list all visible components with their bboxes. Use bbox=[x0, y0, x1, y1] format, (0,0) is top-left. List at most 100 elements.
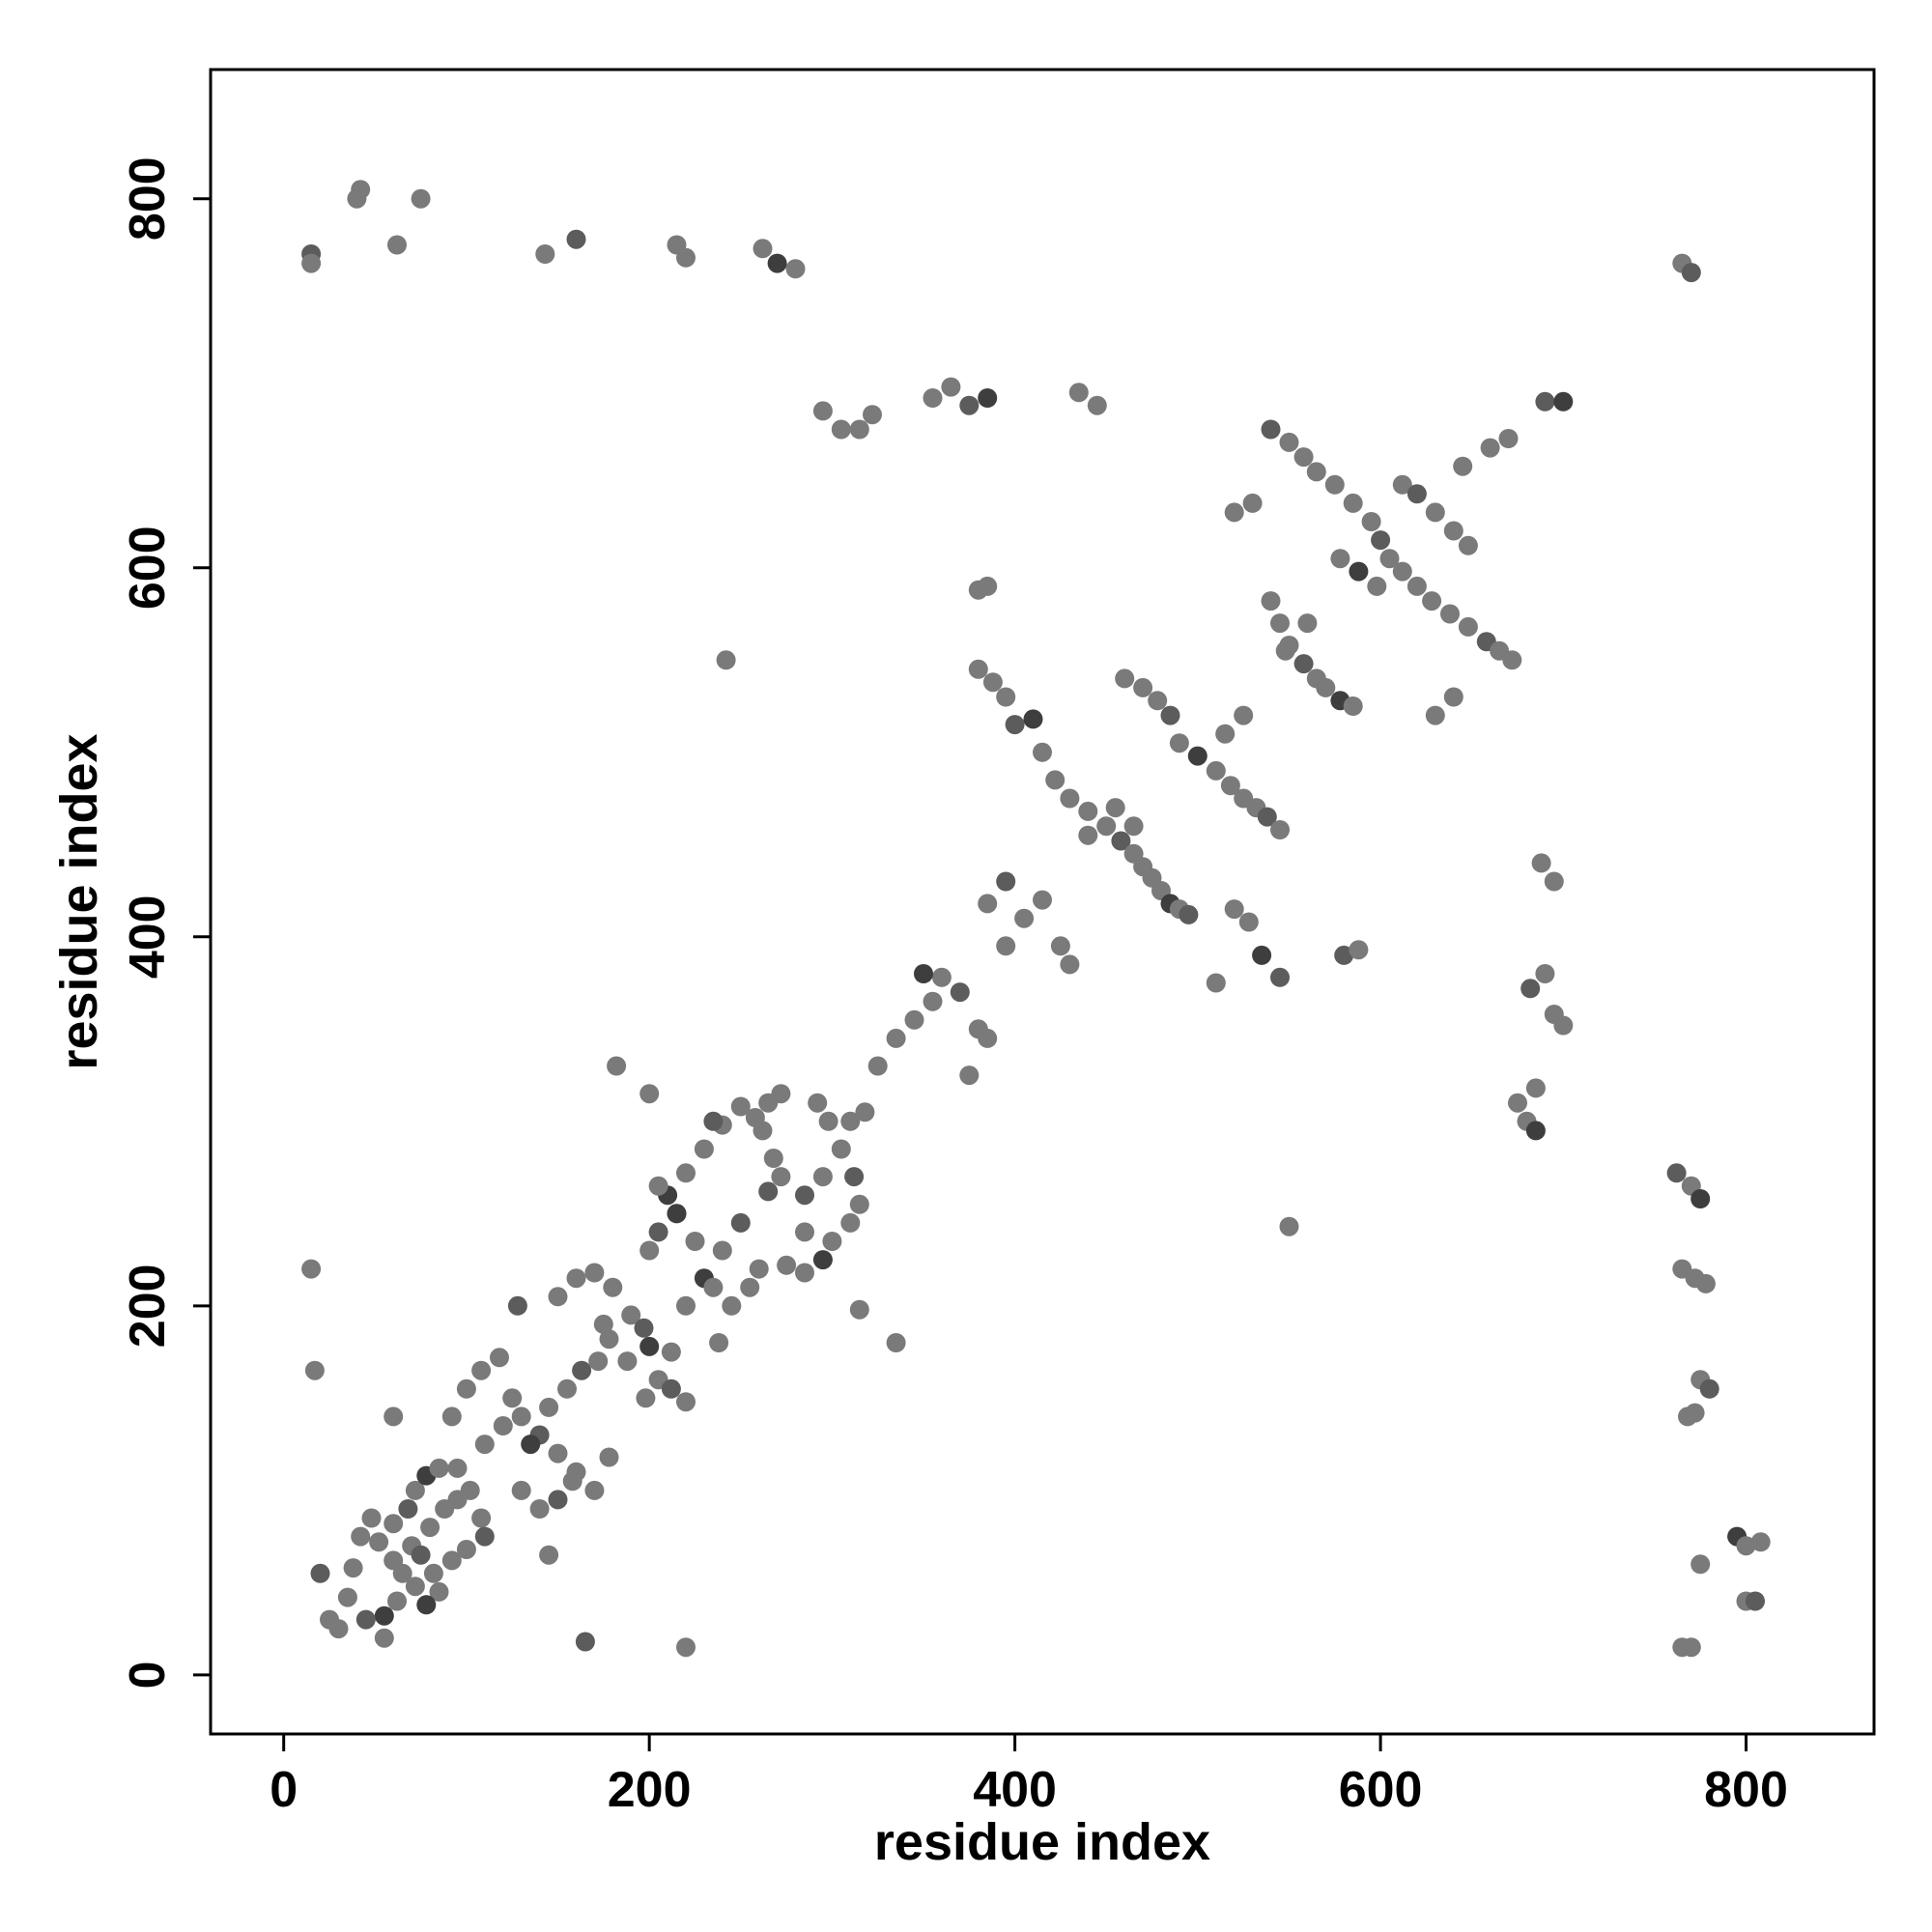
data-point bbox=[634, 1318, 654, 1338]
data-point bbox=[1078, 825, 1098, 845]
data-point bbox=[1425, 502, 1445, 523]
data-point bbox=[1234, 705, 1254, 725]
data-point bbox=[1270, 967, 1290, 987]
data-point bbox=[648, 1222, 668, 1242]
data-point bbox=[1736, 1536, 1756, 1556]
data-point bbox=[1690, 1189, 1711, 1208]
data-point bbox=[1275, 640, 1295, 661]
data-point bbox=[337, 1587, 357, 1607]
data-point bbox=[1458, 616, 1478, 637]
data-point bbox=[812, 401, 833, 421]
data-point bbox=[1133, 677, 1153, 697]
data-point bbox=[1425, 705, 1445, 725]
data-point bbox=[959, 1065, 980, 1086]
data-point bbox=[447, 1490, 468, 1510]
data-point bbox=[771, 1167, 791, 1187]
data-point bbox=[886, 1028, 906, 1048]
data-point bbox=[423, 1563, 443, 1583]
data-point bbox=[730, 1212, 751, 1233]
data-point bbox=[777, 1255, 797, 1275]
data-point bbox=[1525, 1121, 1546, 1141]
data-point bbox=[863, 405, 882, 425]
data-point bbox=[441, 1550, 462, 1571]
data-point bbox=[1553, 1015, 1574, 1036]
data-point bbox=[1257, 807, 1277, 827]
data-point bbox=[1750, 1532, 1771, 1552]
data-point bbox=[416, 1595, 437, 1615]
data-point bbox=[566, 229, 586, 249]
data-point bbox=[1508, 1093, 1527, 1113]
data-point bbox=[384, 1514, 404, 1534]
data-point bbox=[844, 1167, 865, 1187]
data-point bbox=[1343, 696, 1363, 716]
data-point bbox=[548, 1490, 568, 1510]
data-point bbox=[1392, 561, 1412, 582]
plot-frame bbox=[209, 68, 1876, 1736]
data-point bbox=[1279, 432, 1299, 452]
data-point bbox=[968, 659, 988, 679]
y-tick-label: 200 bbox=[120, 1264, 176, 1348]
data-point bbox=[740, 1277, 760, 1297]
data-point bbox=[950, 982, 970, 1003]
data-point bbox=[840, 1111, 861, 1131]
data-point bbox=[1224, 502, 1244, 523]
data-point bbox=[471, 1360, 492, 1380]
data-point bbox=[1502, 650, 1522, 670]
data-point bbox=[1238, 912, 1259, 932]
data-point bbox=[914, 964, 933, 983]
data-point bbox=[301, 1259, 322, 1279]
data-point bbox=[539, 1397, 559, 1417]
data-point bbox=[1699, 1378, 1719, 1399]
data-point bbox=[493, 1416, 513, 1435]
data-point bbox=[355, 1609, 376, 1630]
data-point bbox=[694, 1139, 714, 1159]
data-point bbox=[1343, 493, 1363, 513]
data-point bbox=[603, 1277, 623, 1297]
data-point bbox=[1458, 535, 1478, 555]
data-point bbox=[320, 1609, 339, 1630]
data-point bbox=[1078, 801, 1098, 821]
data-point bbox=[347, 188, 367, 209]
data-point bbox=[557, 1378, 577, 1399]
y-tick-label: 400 bbox=[120, 895, 176, 979]
data-point bbox=[420, 1518, 440, 1538]
data-point bbox=[676, 1392, 696, 1412]
x-tick-label: 200 bbox=[608, 1762, 692, 1818]
data-point bbox=[1535, 964, 1555, 983]
data-point bbox=[1681, 1637, 1701, 1658]
x-tick-label: 800 bbox=[1704, 1762, 1788, 1818]
data-point bbox=[771, 1084, 791, 1104]
data-point bbox=[1242, 493, 1263, 513]
data-point bbox=[471, 1508, 492, 1528]
data-point bbox=[1123, 816, 1144, 837]
data-point bbox=[1520, 979, 1541, 999]
data-point bbox=[374, 1628, 394, 1648]
x-tick-label: 400 bbox=[973, 1762, 1057, 1818]
data-point bbox=[392, 1563, 412, 1583]
data-point bbox=[584, 1263, 605, 1283]
data-point bbox=[304, 1360, 325, 1380]
data-point bbox=[1498, 429, 1519, 448]
data-point bbox=[709, 1333, 729, 1352]
data-point bbox=[676, 1163, 696, 1183]
data-point bbox=[521, 1435, 541, 1455]
data-point bbox=[429, 1458, 449, 1478]
data-point bbox=[1443, 521, 1463, 541]
data-point bbox=[1060, 788, 1080, 809]
data-point bbox=[1087, 395, 1107, 415]
data-point bbox=[1406, 484, 1427, 504]
data-point bbox=[1306, 462, 1326, 482]
data-point bbox=[1349, 561, 1369, 582]
data-point bbox=[1746, 1591, 1765, 1611]
points-layer bbox=[301, 180, 1771, 1658]
data-point bbox=[661, 1342, 681, 1362]
data-point bbox=[1261, 591, 1281, 611]
data-point bbox=[1681, 263, 1701, 283]
data-point bbox=[474, 1435, 495, 1455]
data-point bbox=[405, 1577, 425, 1597]
data-point bbox=[1111, 831, 1131, 851]
data-point bbox=[978, 576, 998, 596]
data-point bbox=[1330, 549, 1350, 569]
data-point bbox=[617, 1351, 638, 1372]
data-point bbox=[923, 991, 943, 1011]
